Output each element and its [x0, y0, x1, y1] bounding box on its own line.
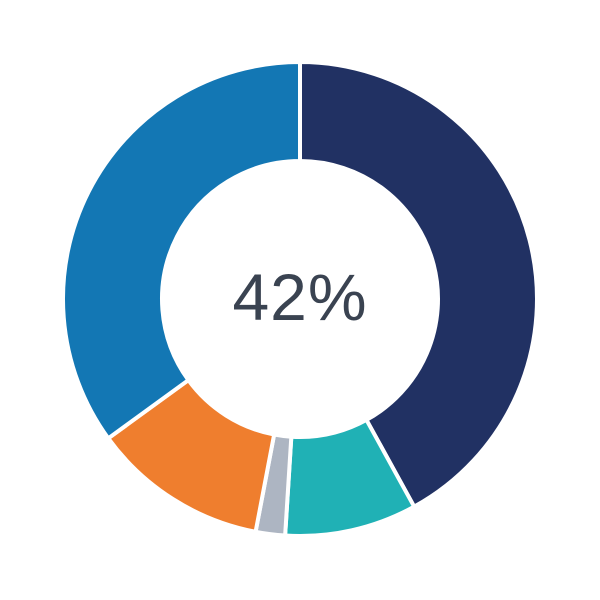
donut-center-hole: [164, 163, 436, 435]
donut-segment-blue: [61, 59, 302, 442]
donut-segment-navy: [298, 59, 539, 510]
